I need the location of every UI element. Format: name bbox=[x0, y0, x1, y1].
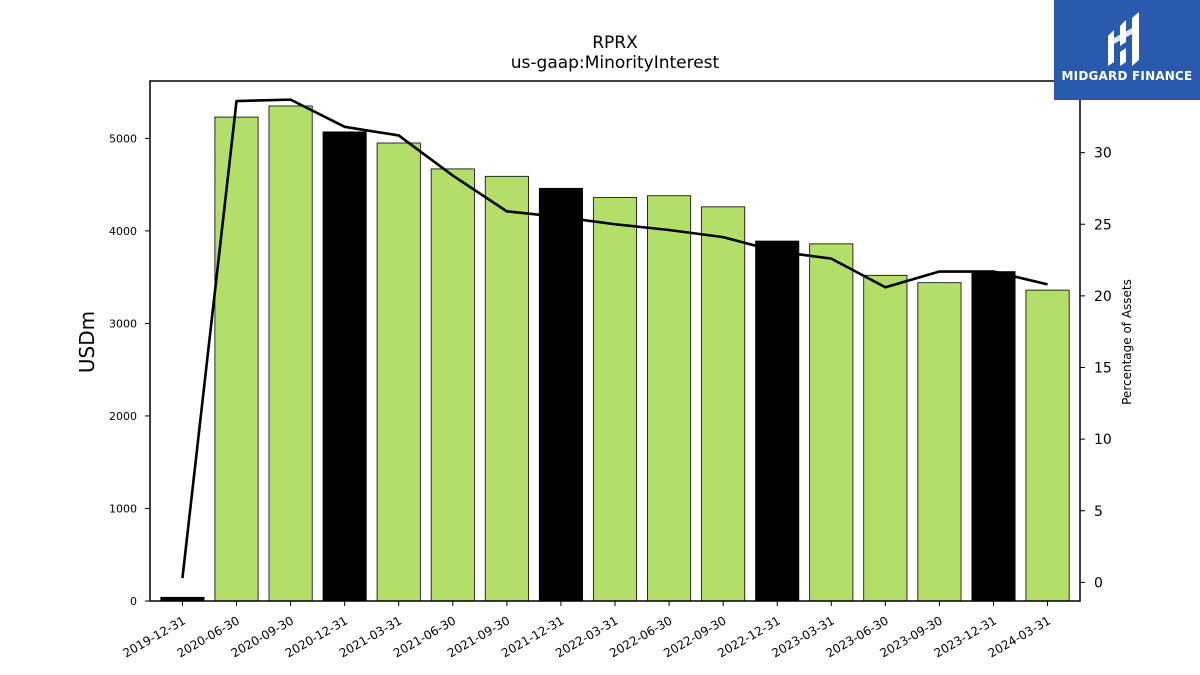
y2-tick-label: 20 bbox=[1094, 289, 1112, 305]
bar bbox=[268, 105, 313, 602]
bar bbox=[430, 168, 475, 602]
y-tick-label: 2000 bbox=[109, 410, 137, 423]
line-group bbox=[181, 98, 1048, 579]
bar bbox=[592, 197, 638, 602]
bar bbox=[1025, 289, 1070, 602]
midgard-finance-logo: MIDGARD FINANCE bbox=[1054, 0, 1200, 100]
y2-tick-label: 15 bbox=[1094, 361, 1112, 377]
y2-tick-label: 30 bbox=[1094, 146, 1112, 162]
y2-tick-label: 10 bbox=[1094, 432, 1112, 448]
chart-subtitle: us-gaap:MinorityInterest bbox=[511, 53, 720, 73]
bar bbox=[376, 142, 421, 602]
y2-tick-label: 25 bbox=[1094, 217, 1112, 233]
bar bbox=[917, 282, 962, 602]
bar bbox=[971, 271, 1016, 602]
bar bbox=[863, 274, 908, 602]
y-tick-label: 5000 bbox=[109, 132, 137, 145]
bar bbox=[755, 240, 800, 602]
y-tick-label: 4000 bbox=[109, 225, 137, 238]
chart-title: RPRX bbox=[592, 33, 638, 53]
y-tick-label: 3000 bbox=[109, 317, 137, 330]
y2-axis-label: Percentage of Assets bbox=[1120, 279, 1134, 405]
bar bbox=[538, 187, 583, 602]
y2-tick-label: 5 bbox=[1094, 504, 1103, 520]
y-axis-label: USDm bbox=[75, 311, 99, 373]
bar bbox=[647, 195, 692, 602]
bar bbox=[214, 116, 259, 602]
bar bbox=[701, 206, 746, 602]
y-tick-label: 1000 bbox=[109, 502, 137, 515]
percentage-line bbox=[181, 98, 1048, 579]
bar bbox=[809, 243, 854, 602]
y-tick-label: 0 bbox=[130, 595, 137, 608]
bars-group bbox=[160, 105, 1070, 602]
logo-text: MIDGARD FINANCE bbox=[1061, 69, 1193, 83]
bar bbox=[484, 175, 529, 602]
logo-mark-icon bbox=[1108, 12, 1139, 66]
y2-tick-label: 0 bbox=[1094, 575, 1103, 591]
bar bbox=[322, 131, 367, 602]
